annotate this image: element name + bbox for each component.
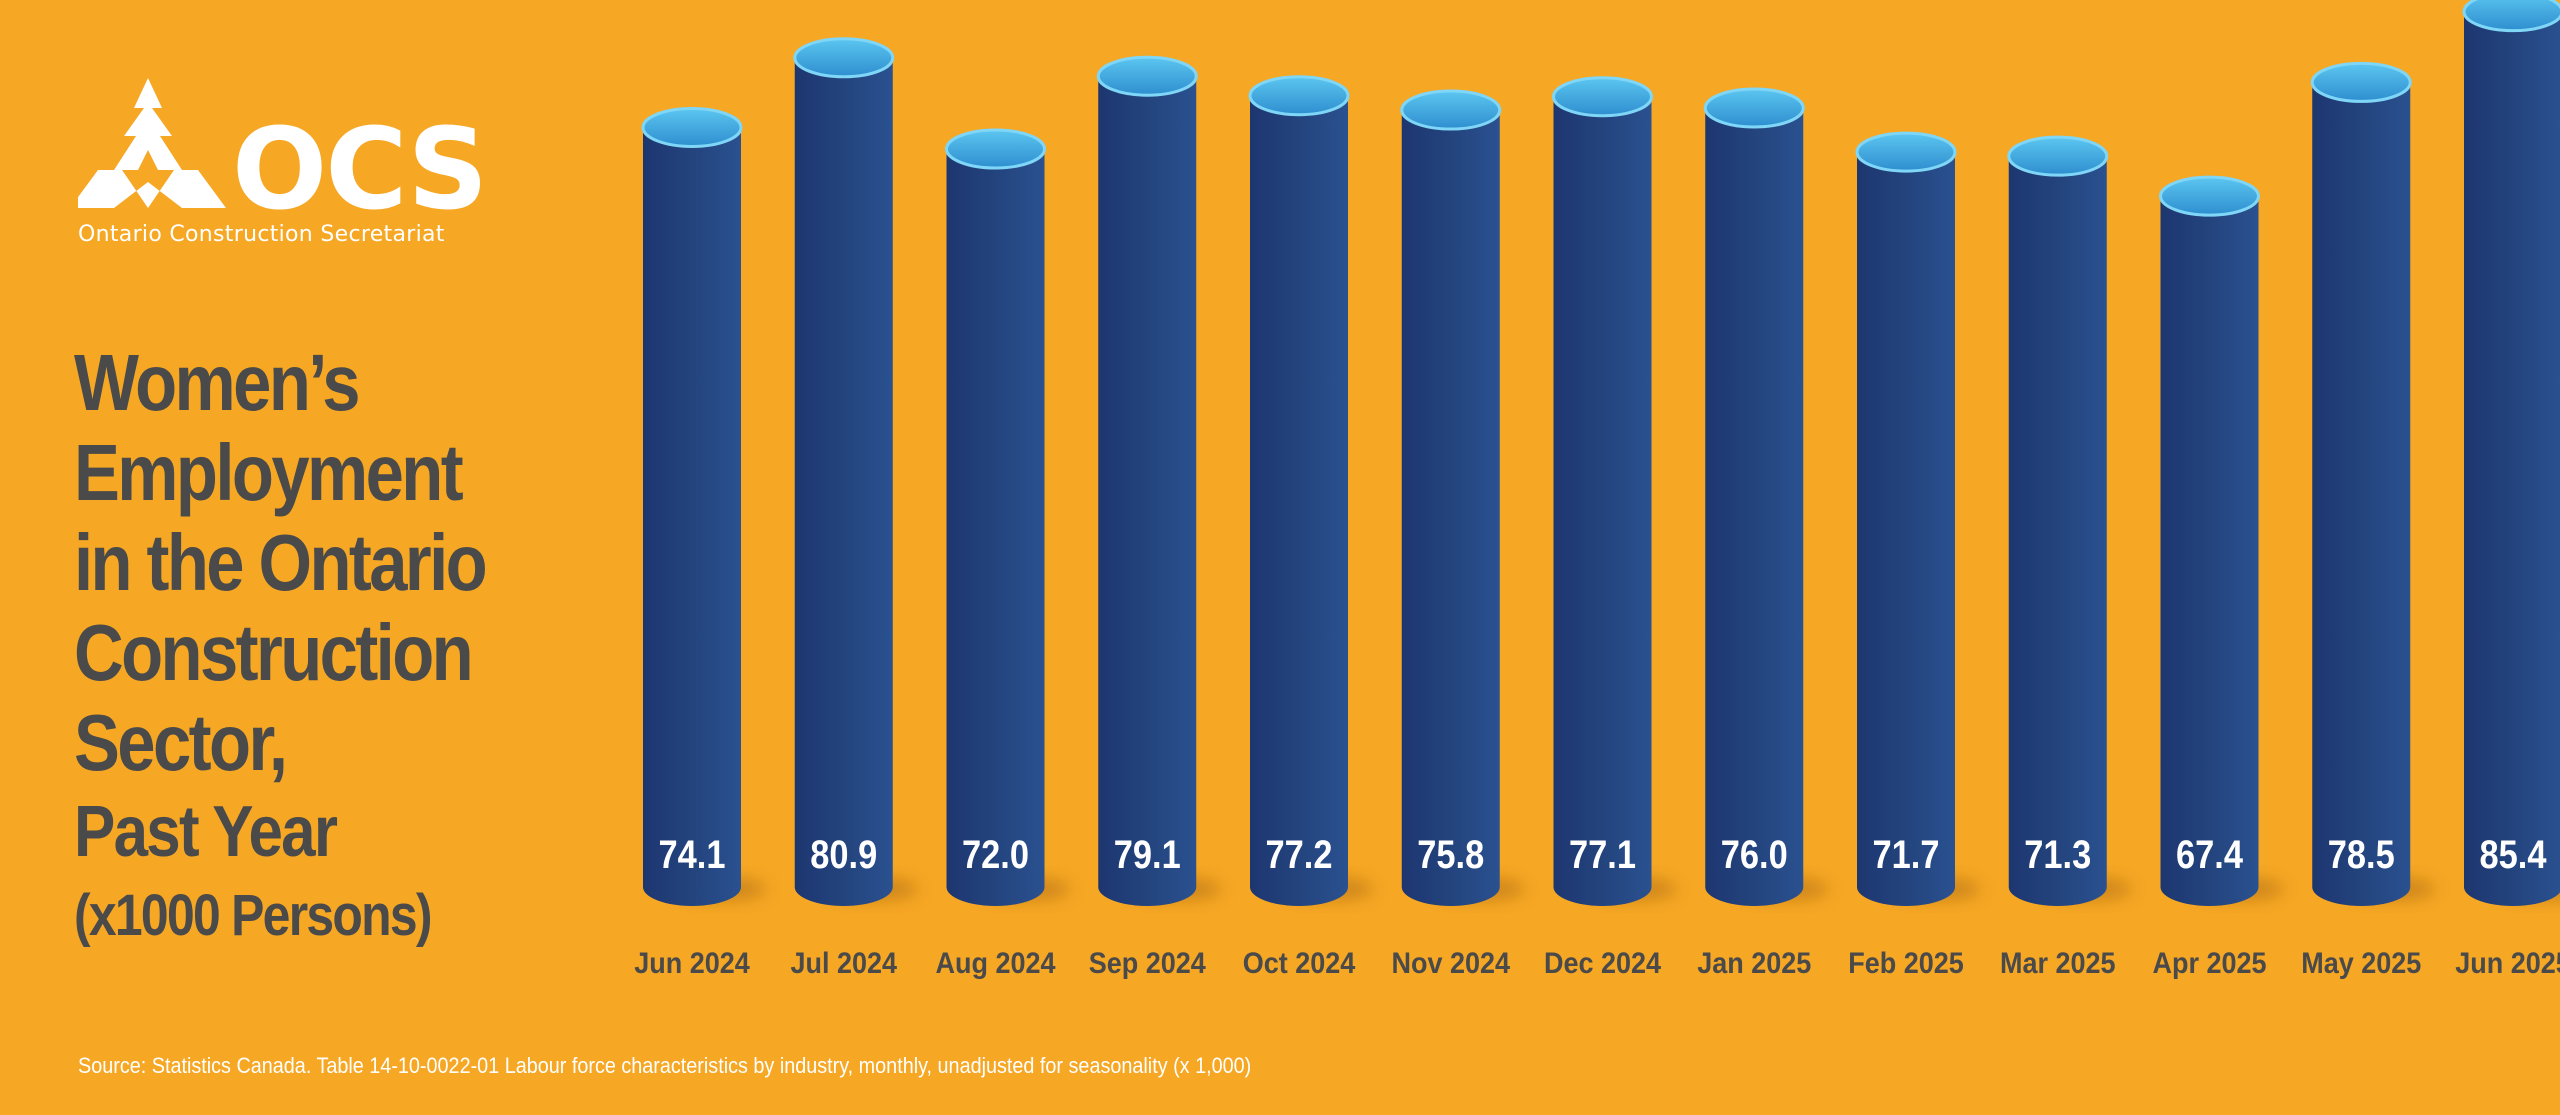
bar-body <box>794 57 893 906</box>
bar-6: 75.8 Nov 2024 <box>1392 89 1526 981</box>
bar-body <box>2160 196 2259 906</box>
bar-13: 85.4 Jun 2025 <box>2455 0 2560 980</box>
bar-top <box>793 37 895 79</box>
bar-top <box>1552 76 1653 118</box>
category-label: Jun 2025 <box>2455 947 2560 981</box>
ocs-logo-mark <box>78 78 226 208</box>
bar-3: 72.0 Aug 2024 <box>936 128 1071 981</box>
bar-1: 74.1 Jun 2024 <box>634 106 767 981</box>
bar-top <box>2007 135 2109 177</box>
heading-line-1: Women’s <box>74 338 361 427</box>
bar-value-label: 78.5 <box>2328 832 2395 877</box>
bar-body <box>1857 152 1955 906</box>
bar-body <box>1553 96 1652 907</box>
category-label: Sep 2024 <box>1089 947 1206 981</box>
bar-top <box>641 106 743 148</box>
heading-line-5: Sector, <box>74 698 288 787</box>
heading-line-6: Past Year <box>74 792 338 872</box>
bar-value-label: 71.3 <box>2024 832 2091 877</box>
bar-11: 67.4 Apr 2025 <box>2153 175 2285 981</box>
category-label: Oct 2024 <box>1243 947 1356 981</box>
source-note: Source: Statistics Canada. Table 14-10-0… <box>78 1053 1252 1078</box>
category-label: Feb 2025 <box>1848 947 1964 981</box>
bar-body <box>2312 82 2411 906</box>
ocs-logo-text: OCS <box>232 105 486 235</box>
bar-top <box>1248 75 1350 117</box>
bar-value-label: 80.9 <box>810 832 877 877</box>
bar-12: 78.5 May 2025 <box>2301 61 2436 981</box>
category-label: Aug 2024 <box>936 947 1056 981</box>
bar-value-label: 85.4 <box>2480 832 2547 877</box>
bar-9: 71.7 Feb 2025 <box>1848 131 1981 981</box>
bar-8: 76.0 Jan 2025 <box>1697 87 1829 981</box>
bar-top <box>945 128 1046 170</box>
bar-value-label: 79.1 <box>1114 832 1181 877</box>
bar-7: 77.1 Dec 2024 <box>1544 76 1678 981</box>
category-label: Nov 2024 <box>1392 947 1511 981</box>
bar-value-label: 77.1 <box>1569 832 1636 877</box>
category-label: Jul 2024 <box>791 947 898 981</box>
bar-top <box>1400 89 1502 131</box>
category-label: Apr 2025 <box>2153 947 2267 981</box>
bar-value-label: 72.0 <box>962 832 1029 877</box>
bar-top <box>1703 87 1805 129</box>
bar-top <box>1855 131 1957 173</box>
bar-body <box>1250 95 1348 906</box>
ocs-logo: OCS <box>78 78 488 235</box>
category-label: Jan 2025 <box>1697 947 1811 981</box>
bar-body <box>946 149 1045 906</box>
chart-heading: Women’s Employment in the Ontario Constr… <box>74 338 594 956</box>
logo-subtitle: Ontario Construction Secretariat <box>78 222 445 247</box>
category-label: Mar 2025 <box>2000 947 2116 981</box>
category-label: Jun 2024 <box>634 947 750 981</box>
bar-value-label: 74.1 <box>659 832 726 877</box>
bar-top <box>2159 175 2260 217</box>
bar-value-label: 67.4 <box>2176 832 2243 877</box>
bar-body <box>1098 76 1197 907</box>
bar-value-label: 71.7 <box>1873 832 1940 877</box>
bar-2: 80.9 Jul 2024 <box>791 37 919 981</box>
bar-body <box>1401 110 1500 907</box>
bar-value-label: 76.0 <box>1721 832 1788 877</box>
heading-line-2: Employment <box>74 428 464 517</box>
bar-5: 77.2 Oct 2024 <box>1243 75 1374 981</box>
bar-body <box>2008 156 2107 907</box>
bar-top <box>2462 0 2560 33</box>
bar-value-label: 77.2 <box>1266 832 1333 877</box>
bar-top <box>2310 61 2412 103</box>
bar-body <box>1705 108 1804 906</box>
bar-top <box>1096 55 1198 97</box>
category-label: Dec 2024 <box>1544 947 1661 981</box>
bar-4: 79.1 Sep 2024 <box>1089 55 1222 981</box>
heading-line-7: (x1000 Persons) <box>74 883 433 948</box>
bar-value-label: 75.8 <box>1417 832 1484 877</box>
heading-line-3: in the Ontario <box>74 518 488 607</box>
category-label: May 2025 <box>2301 947 2421 981</box>
bar-body <box>2464 11 2560 906</box>
heading-line-4: Construction <box>74 608 474 697</box>
bar-10: 71.3 Mar 2025 <box>2000 135 2133 981</box>
bar-body <box>643 127 741 907</box>
